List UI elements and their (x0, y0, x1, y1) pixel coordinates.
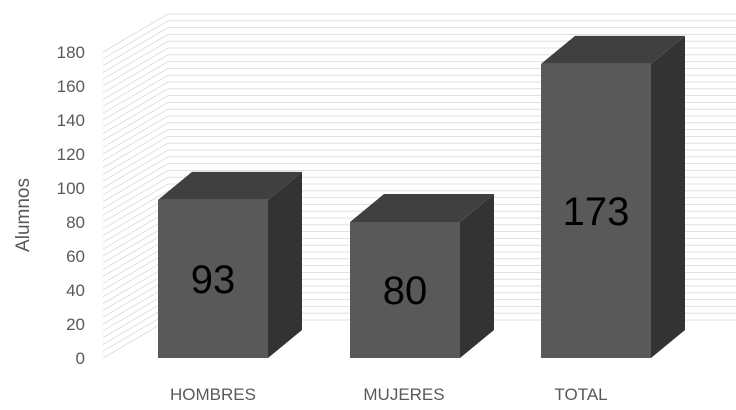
gridline (102, 20, 736, 60)
bar-side (651, 35, 685, 359)
gridline (102, 34, 736, 73)
bar: 93 (158, 171, 302, 358)
data-label: 173 (563, 190, 630, 234)
bar: 80 (350, 194, 494, 358)
gridline (102, 13, 736, 53)
bar: 173 (541, 35, 685, 359)
bar-top (158, 171, 302, 200)
bar-front (158, 199, 268, 358)
y-tick-label: 180 (57, 43, 85, 62)
y-tick-label: 160 (57, 77, 85, 96)
y-axis-label: Alumnos (13, 178, 34, 252)
gridline (102, 47, 736, 87)
y-tick-label: 60 (66, 247, 85, 266)
bar-front (541, 63, 651, 359)
y-tick-label: 40 (66, 281, 85, 300)
x-axis-categories: HOMBRES MUJERES TOTAL (170, 385, 608, 404)
gridline (102, 40, 736, 80)
data-label: 80 (383, 269, 428, 313)
bar-side (460, 194, 494, 358)
bar-top (541, 35, 685, 64)
data-label: 93 (191, 258, 236, 302)
y-tick-label: 120 (57, 145, 85, 164)
y-tick-label: 100 (57, 179, 85, 198)
y-tick-label: 0 (76, 349, 85, 368)
bars: 93 80 173 (158, 35, 685, 359)
y-tick-label: 140 (57, 111, 85, 130)
y-axis-ticks: 0 20 40 60 80 100 120 140 160 180 (57, 43, 85, 368)
bar-top (350, 194, 494, 222)
y-tick-label: 20 (66, 315, 85, 334)
gridline (102, 54, 736, 94)
bar-front (350, 222, 460, 358)
x-category-label: TOTAL (554, 385, 607, 404)
x-category-label: MUJERES (363, 385, 444, 404)
gridline (102, 27, 736, 66)
y-tick-label: 80 (66, 213, 85, 232)
x-category-label: HOMBRES (170, 385, 256, 404)
bar-side (268, 171, 302, 358)
